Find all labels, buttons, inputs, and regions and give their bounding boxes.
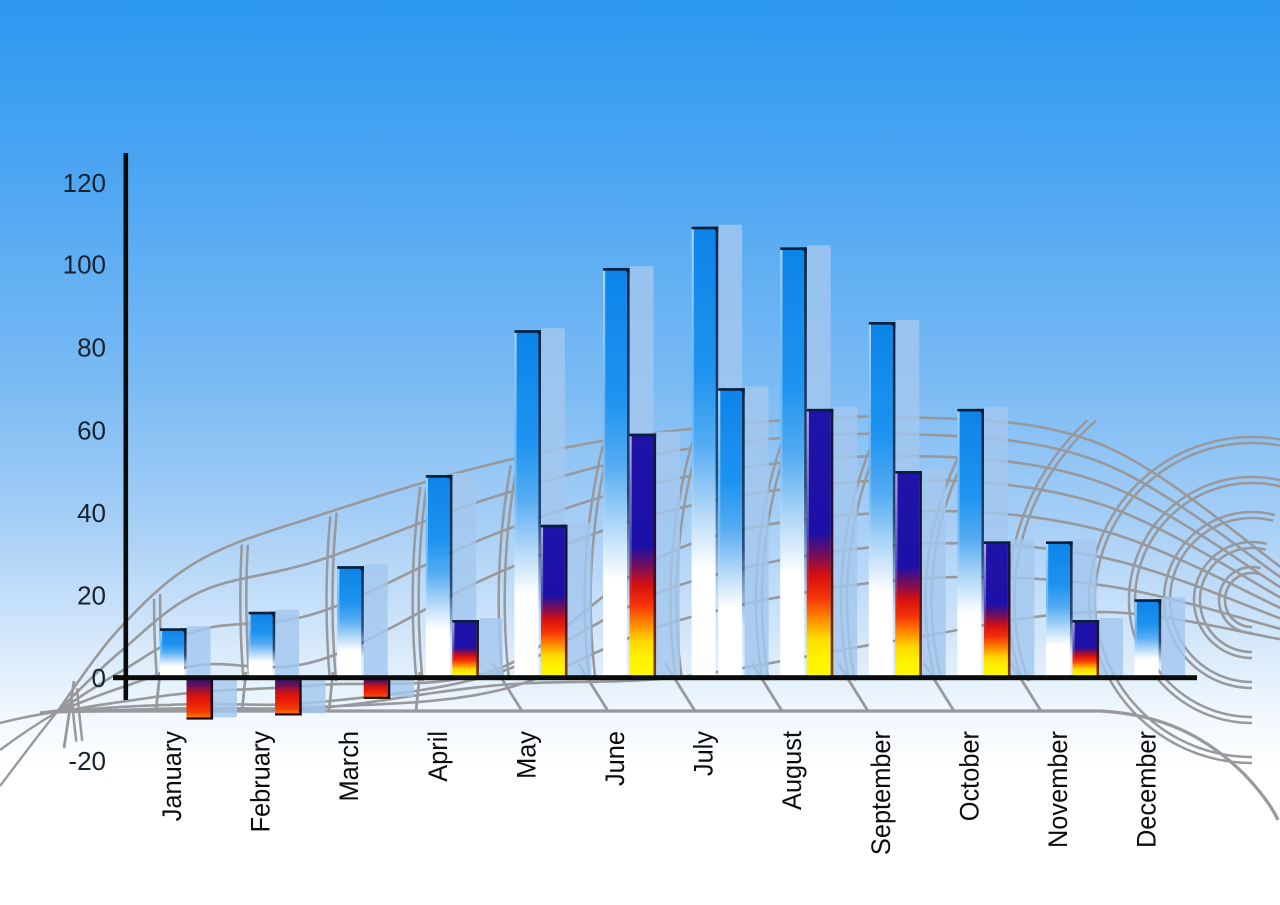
svg-text:March: March — [333, 731, 364, 801]
svg-text:80: 80 — [77, 333, 106, 363]
svg-text:100: 100 — [63, 250, 106, 280]
svg-text:July: July — [688, 730, 719, 776]
svg-text:April: April — [422, 731, 453, 782]
svg-text:60: 60 — [77, 416, 106, 446]
svg-text:February: February — [245, 730, 276, 832]
svg-text:-20: -20 — [68, 746, 106, 776]
svg-text:120: 120 — [63, 168, 106, 198]
svg-text:40: 40 — [77, 498, 106, 528]
svg-text:December: December — [1131, 731, 1162, 848]
svg-text:January: January — [156, 730, 187, 821]
svg-text:October: October — [954, 731, 985, 821]
svg-text:September: September — [865, 731, 896, 855]
svg-text:November: November — [1042, 731, 1073, 848]
svg-text:20: 20 — [77, 581, 106, 611]
svg-text:June: June — [599, 731, 630, 786]
svg-text:August: August — [776, 730, 807, 810]
svg-text:0: 0 — [92, 663, 106, 693]
svg-text:May: May — [511, 730, 542, 779]
